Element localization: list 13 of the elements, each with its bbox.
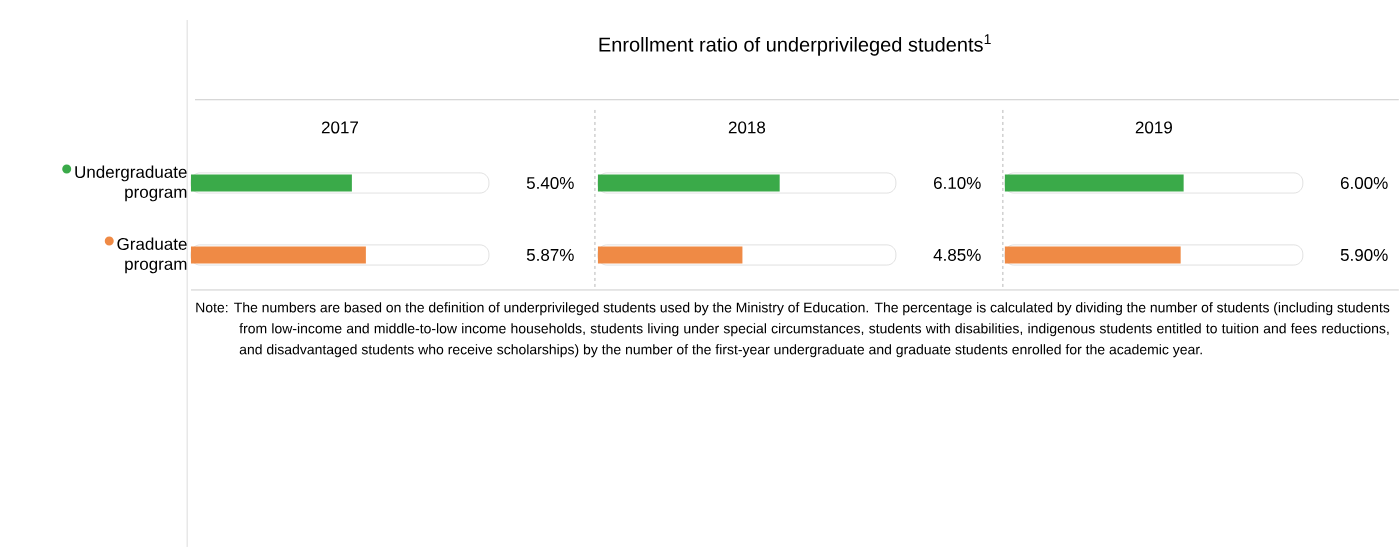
- data-label: 5.87%: [526, 248, 574, 261]
- y-tick-label: Undergraduate program: [75, 165, 187, 202]
- text: 2018: [728, 121, 766, 134]
- data-label: 6.00%: [1340, 176, 1388, 189]
- chart-subtitle: 2017: [321, 121, 358, 134]
- chart-title: Enrollment ratio of underprivileged students$^{1}$: [599, 34, 991, 56]
- data-label: 5.40%: [526, 176, 574, 189]
- y-tick-label: Graduate program: [117, 237, 187, 274]
- text: 2019: [1135, 121, 1172, 134]
- data-label: 5.90%: [1340, 248, 1388, 261]
- data-label: 4.85%: [933, 248, 981, 261]
- text: Note: The numbers are based on the definition of underprivileged students used by the Ministry of Education. The percentage is calculated by dividing the number of students (including students from low-income and middle-to-low income households, students living under special circumstances, students with disabilities, indigenous students entitled to tuition and fees reductions, and disadvantaged students who receive scholarships) by the number of the first-year undergraduate and graduate students enrolled for the academic year.: [196, 302, 1390, 358]
- data-label: 6.10%: [934, 176, 981, 189]
